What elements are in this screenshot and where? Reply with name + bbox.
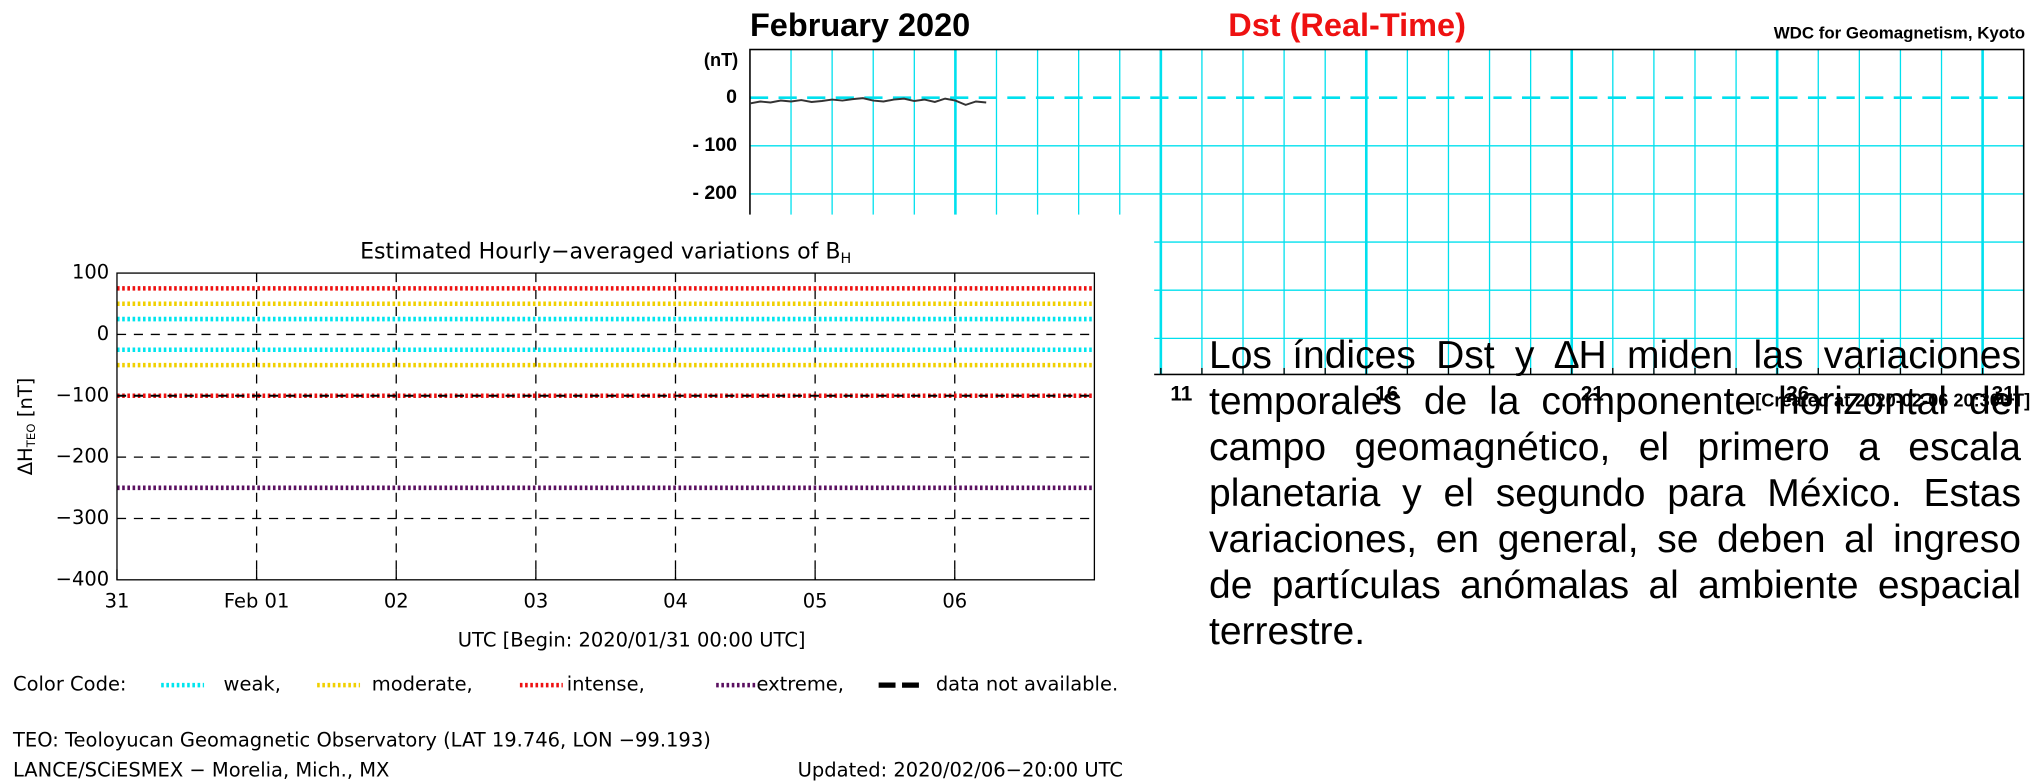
updated: Updated: 2020/02/06−20:00 UTC <box>798 758 1123 781</box>
legend-label: moderate, <box>372 673 473 696</box>
title-text: Estimated Hourly−averaged variations of … <box>360 238 840 264</box>
plot-frame <box>116 272 1096 581</box>
x-tick-label: 31 <box>1992 383 2015 406</box>
y-axis-label: ΔHTEO [nT] <box>13 378 37 476</box>
x-tick-label: 16 <box>1375 383 1398 406</box>
plot-frame <box>749 48 2025 376</box>
x-tick-label: 31 <box>105 589 130 612</box>
legend-label: data not available. <box>936 673 1118 696</box>
y-tick-label: 0 <box>97 322 109 345</box>
y-tick-label: −100 <box>56 383 110 406</box>
x-axis-label: UTC [Begin: 2020/01/31 00:00 UTC] <box>458 628 806 651</box>
legend-label: intense, <box>567 673 645 696</box>
x-tick-label: 11 <box>1170 383 1192 406</box>
panel-background <box>0 214 1155 784</box>
y-tick-label: −400 <box>56 567 110 590</box>
source: WDC for Geomagnetism, Kyoto <box>1774 23 2025 42</box>
y-tick-label: −200 <box>56 445 110 468</box>
x-tick-label: 04 <box>663 589 688 612</box>
footer-text: LANCE/SCiESMEX − Morelia, Mich., MX <box>13 758 389 781</box>
y-tick-label: −300 <box>56 506 110 529</box>
chart-title: Estimated Hourly−averaged variations of … <box>360 238 851 266</box>
x-tick-label: 26 <box>1786 383 1809 406</box>
y-tick-label: - 200 <box>693 182 738 204</box>
x-tick-label: Feb 01 <box>224 589 289 612</box>
legend-title: Color Code: <box>13 673 127 696</box>
chart-subtitle: Dst (Real-Time) <box>1228 7 1466 43</box>
y-tick-label: - 100 <box>693 134 738 156</box>
footer-text: TEO: Teoloyucan Geomagnetic Observatory … <box>12 728 711 751</box>
x-tick-label: 03 <box>523 589 548 612</box>
note: [Created at 2020-02-06 20:30UT] <box>1755 391 2030 411</box>
y-axis-label: (nT) <box>704 50 738 70</box>
x-tick-label: 06 <box>942 589 967 612</box>
y-label-main: ΔH <box>13 447 36 475</box>
x-tick-label: 21 <box>1581 383 1604 406</box>
x-tick-label: 02 <box>384 589 409 612</box>
x-tick-label: 05 <box>803 589 828 612</box>
y-label-unit: [nT] <box>13 378 36 417</box>
legend-label: weak, <box>224 673 281 696</box>
title-subscript: H <box>841 251 852 267</box>
dst-line <box>749 97 987 106</box>
chart-title: February 2020 <box>750 7 970 43</box>
y-tick-label: 0 <box>726 86 737 108</box>
legend-label: extreme, <box>756 673 844 696</box>
paragraph: Los índices Dst y ∆H miden las variacion… <box>1209 334 2021 653</box>
y-label-sub: TEO <box>24 424 38 449</box>
y-tick-label: 100 <box>72 261 109 284</box>
